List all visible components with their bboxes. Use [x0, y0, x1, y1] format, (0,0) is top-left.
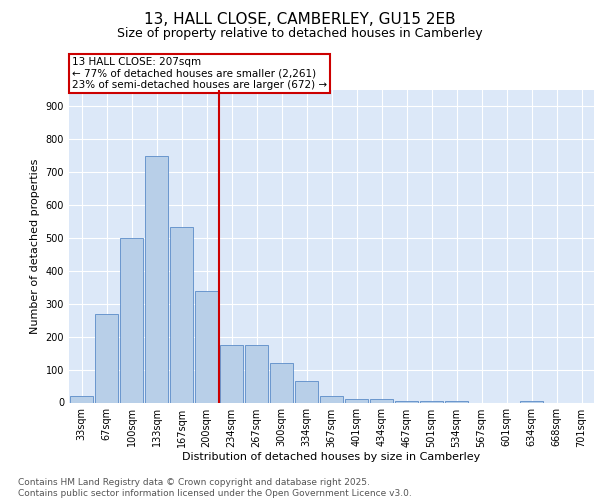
X-axis label: Distribution of detached houses by size in Camberley: Distribution of detached houses by size …	[182, 452, 481, 462]
Text: Size of property relative to detached houses in Camberley: Size of property relative to detached ho…	[117, 28, 483, 40]
Bar	[320, 396, 343, 402]
Text: Contains HM Land Registry data © Crown copyright and database right 2025.
Contai: Contains HM Land Registry data © Crown c…	[18, 478, 412, 498]
Bar	[395, 401, 418, 402]
Y-axis label: Number of detached properties: Number of detached properties	[30, 158, 40, 334]
Bar	[95, 314, 118, 402]
Bar	[170, 226, 193, 402]
Bar	[520, 401, 544, 402]
Bar	[269, 363, 293, 403]
Bar	[119, 238, 143, 402]
Bar	[245, 345, 268, 403]
Bar	[70, 396, 94, 402]
Bar	[419, 401, 443, 402]
Bar	[445, 401, 469, 402]
Text: 13, HALL CLOSE, CAMBERLEY, GU15 2EB: 13, HALL CLOSE, CAMBERLEY, GU15 2EB	[144, 12, 456, 28]
Bar	[145, 156, 169, 402]
Text: 13 HALL CLOSE: 207sqm
← 77% of detached houses are smaller (2,261)
23% of semi-d: 13 HALL CLOSE: 207sqm ← 77% of detached …	[71, 57, 327, 90]
Bar	[220, 345, 244, 403]
Bar	[194, 290, 218, 403]
Bar	[370, 398, 394, 402]
Bar	[295, 381, 319, 402]
Bar	[344, 398, 368, 402]
